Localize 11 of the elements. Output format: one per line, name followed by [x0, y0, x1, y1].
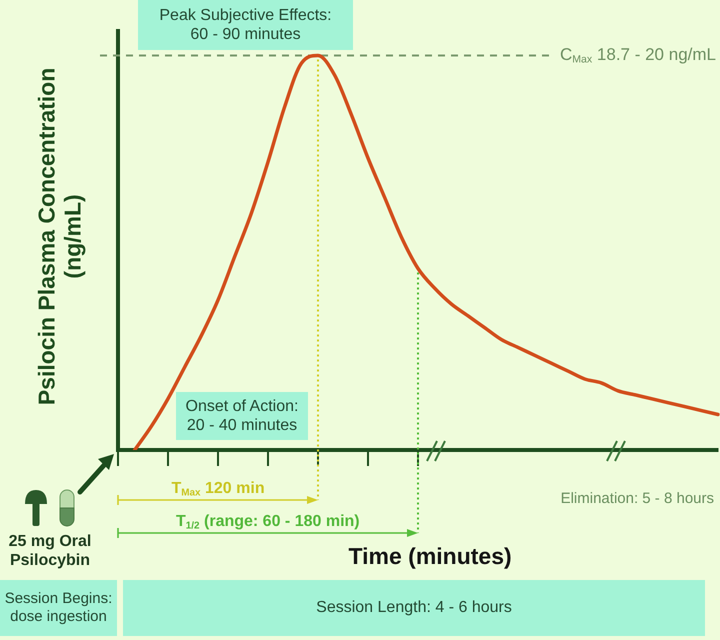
text: Elimination: 5 - 8 hours [560, 490, 714, 508]
text: T$_{Max}$ 120 min [172, 479, 265, 498]
text: 25 mg Oral Psilocybin [8, 532, 92, 570]
text: Session Length: 4 - 6 hours [123, 580, 705, 636]
annotation: Onset of Action: 20 - 40 minutes [176, 392, 308, 440]
annotation: C$_{Max}$ 18.7 - 20 ng/mL [560, 45, 716, 66]
y-axis-title: Psilocin Plasma Concentration (ng/mL) [34, 66, 86, 408]
text: Session Begins: dose ingestion [0, 580, 117, 636]
x-axis-title: Time (minutes) [348, 543, 512, 571]
text: T$_{1/2}$ (range: 60 - 180 min) [176, 512, 360, 532]
text: Peak Subjective Effects: 60 - 90 minutes [138, 0, 353, 50]
